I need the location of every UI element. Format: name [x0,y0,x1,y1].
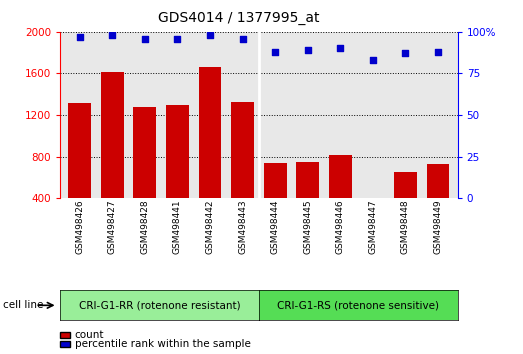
Text: CRI-G1-RR (rotenone resistant): CRI-G1-RR (rotenone resistant) [78,300,241,310]
Bar [69,103,91,240]
Bar [361,199,384,240]
Bar [427,164,449,240]
Text: CRI-G1-RS (rotenone sensitive): CRI-G1-RS (rotenone sensitive) [277,300,439,310]
Point [336,46,345,51]
Text: cell line: cell line [3,300,43,310]
Bar [264,163,287,240]
Point [206,32,214,38]
Bar [166,105,189,240]
Text: count: count [75,330,104,340]
Point [173,36,181,41]
Point [369,57,377,63]
Text: GDS4014 / 1377995_at: GDS4014 / 1377995_at [158,11,320,25]
Bar [231,102,254,240]
Point [303,47,312,53]
Point [75,34,84,40]
Bar [199,67,221,240]
Bar [329,155,352,240]
Point [108,32,117,38]
Bar [133,107,156,240]
Bar [394,172,417,240]
Bar [297,162,319,240]
Point [141,36,149,41]
Bar [101,73,123,240]
Point [434,49,442,55]
Point [401,51,410,56]
Point [271,49,279,55]
Point [238,36,247,41]
Text: percentile rank within the sample: percentile rank within the sample [75,339,251,349]
